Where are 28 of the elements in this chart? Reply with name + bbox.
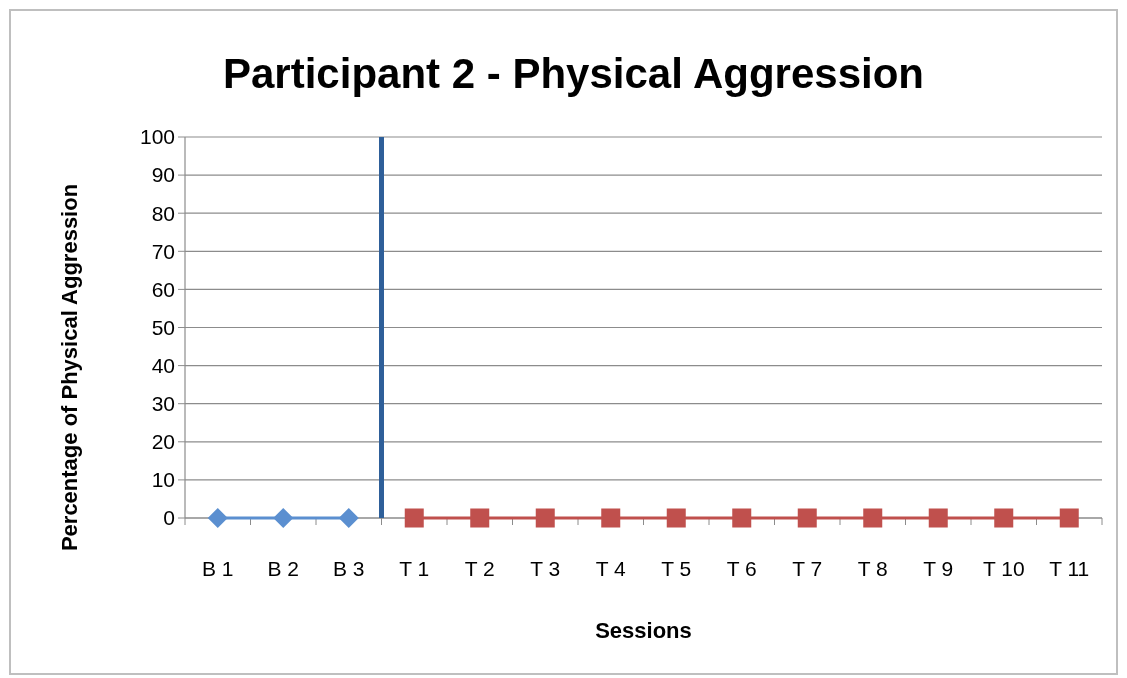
x-tick-label: B 3 — [332, 557, 365, 580]
y-tick-label: 90 — [151, 163, 175, 187]
x-tick-label: T 1 — [399, 557, 430, 580]
y-tick-label: 0 — [163, 506, 175, 530]
x-tick-label: T 4 — [595, 557, 627, 580]
y-tick-label: 100 — [139, 125, 175, 149]
x-tick-label: T 7 — [792, 557, 823, 580]
x-tick-label: B 2 — [267, 557, 300, 580]
y-tick-label: 30 — [151, 392, 175, 416]
chart-title: Participant 2 - Physical Aggression — [223, 50, 924, 97]
x-tick-label: B 1 — [201, 557, 234, 580]
y-tick-label: 50 — [151, 315, 175, 339]
y-tick-label: 70 — [151, 239, 175, 263]
y-tick-label: 40 — [151, 353, 175, 377]
x-tick-label: T 6 — [726, 557, 757, 580]
x-tick-label: T 5 — [661, 557, 692, 580]
y-axis-title: Percentage of Physical Aggression — [57, 183, 82, 552]
y-tick-label: 60 — [151, 277, 175, 301]
y-tick-label: 80 — [151, 201, 175, 225]
y-tick-label: 10 — [151, 468, 175, 492]
x-axis-title: Sessions — [595, 618, 692, 643]
x-tick-label: T 2 — [464, 557, 495, 580]
x-tick-label: T 3 — [530, 557, 561, 580]
x-tick-label: T 10 — [982, 557, 1025, 580]
x-tick-label: T 9 — [923, 557, 954, 580]
y-tick-label: 20 — [151, 430, 175, 454]
x-tick-label: T 11 — [1049, 557, 1090, 580]
x-tick-label: T 8 — [857, 557, 888, 580]
